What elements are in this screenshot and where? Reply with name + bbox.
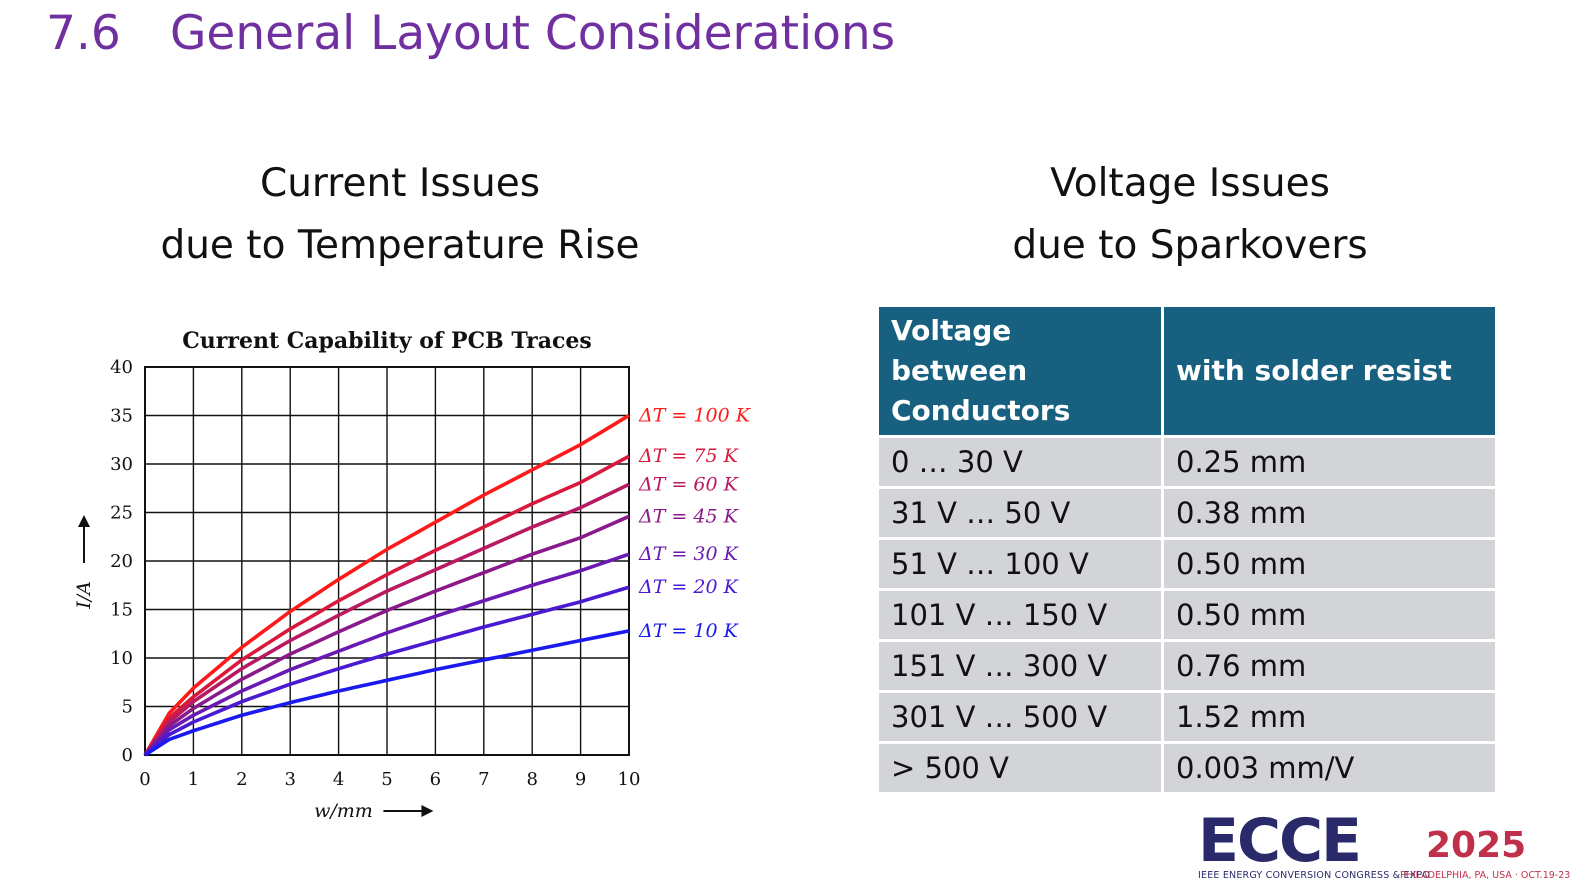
series-line-6 xyxy=(144,629,630,757)
x-tick-label: 1 xyxy=(188,769,199,790)
x-tick-label: 8 xyxy=(526,769,537,790)
series-line-5 xyxy=(143,585,630,757)
series-label-5: ΔT = 20 K xyxy=(638,576,740,598)
y-tick-label: 15 xyxy=(110,600,133,621)
series-label-6: ΔT = 10 K xyxy=(638,620,740,642)
y-tick-label: 0 xyxy=(122,745,133,766)
y-tick-label: 35 xyxy=(110,406,133,427)
clearance-cell: 0.003 mm/V xyxy=(1161,741,1495,792)
y-tick-label: 20 xyxy=(110,551,133,572)
y-tick-label: 10 xyxy=(110,648,133,669)
voltage-heading-line1: Voltage Issues xyxy=(1050,161,1330,206)
ecce-2025-logo: ECCE 2025 IEEE ENERGY CONVERSION CONGRES… xyxy=(1196,806,1570,888)
x-tick-label: 5 xyxy=(381,769,392,790)
table-row: > 500 V 0.003 mm/V xyxy=(879,741,1495,792)
x-tick-label: 3 xyxy=(284,769,295,790)
title-text: General Layout Considerations xyxy=(170,6,896,61)
logo-year: 2025 xyxy=(1426,825,1527,866)
x-tick-label: 6 xyxy=(430,769,441,790)
header-solder-resist: with solder resist xyxy=(1161,307,1495,438)
series-label-4: ΔT = 30 K xyxy=(638,543,740,565)
series-label-2: ΔT = 60 K xyxy=(638,473,740,495)
series-label-3: ΔT = 45 K xyxy=(638,505,740,527)
y-axis-arrow-head xyxy=(78,514,90,527)
voltage-cell: > 500 V xyxy=(879,741,1164,792)
series-line-0 xyxy=(143,413,630,756)
x-tick-label: 2 xyxy=(236,769,247,790)
clearance-cell: 0.38 mm xyxy=(1161,486,1495,540)
table-row: 301 V … 500 V 1.52 mm xyxy=(879,690,1495,744)
x-axis-arrow-head xyxy=(421,805,434,817)
current-capability-chart: Current Capability of PCB Traces 0 1 2 3 4 5 6 7… xyxy=(73,328,752,822)
y-tick-label: 25 xyxy=(110,503,133,524)
table-row: 51 V … 100 V 0.50 mm xyxy=(879,537,1495,591)
voltage-cell: 0 … 30 V xyxy=(879,435,1164,489)
slide-title: 7.6 General Layout Considerations xyxy=(46,6,895,61)
clearance-cell: 0.76 mm xyxy=(1161,639,1495,693)
clearance-cell: 1.52 mm xyxy=(1161,690,1495,744)
section-number: 7.6 xyxy=(46,6,121,61)
x-tick-label: 7 xyxy=(478,769,489,790)
y-tick-label: 5 xyxy=(122,697,133,718)
voltage-cell: 301 V … 500 V xyxy=(879,690,1164,744)
logo-location: PHILADELPHIA, PA, USA · OCT.19-23 xyxy=(1400,870,1571,881)
series-line-3 xyxy=(143,514,630,757)
y-tick-label: 40 xyxy=(110,357,133,378)
current-heading-line2: due to Temperature Rise xyxy=(160,223,640,268)
voltage-cell: 31 V … 50 V xyxy=(879,486,1164,540)
current-issues-heading: Current Issues due to Temperature Rise xyxy=(100,153,700,277)
y-axis-label: I/A xyxy=(73,581,95,610)
table-row: 31 V … 50 V 0.38 mm xyxy=(879,486,1495,540)
voltage-cell: 151 V … 300 V xyxy=(879,639,1164,693)
series-line-4 xyxy=(143,552,630,757)
plot-frame xyxy=(144,366,630,756)
clearance-cell: 0.25 mm xyxy=(1161,435,1495,489)
voltage-heading-line2: due to Sparkovers xyxy=(1012,223,1368,268)
series-line-2 xyxy=(143,482,630,757)
series-label-1: ΔT = 75 K xyxy=(638,445,740,467)
voltage-cell: 101 V … 150 V xyxy=(879,588,1164,642)
series-line-1 xyxy=(143,454,630,756)
x-tick-label: 4 xyxy=(333,769,344,790)
series-label-0: ΔT = 100 K xyxy=(638,405,752,427)
table-row: 151 V … 300 V 0.76 mm xyxy=(879,639,1495,693)
table-row: 101 V … 150 V 0.50 mm xyxy=(879,588,1495,642)
table-row: 0 … 30 V 0.25 mm xyxy=(879,435,1495,489)
logo-brand: ECCE xyxy=(1198,806,1362,876)
x-tick-label: 9 xyxy=(575,769,586,790)
y-tick-label: 30 xyxy=(110,454,133,475)
clearance-table: Voltage between Conductors with solder r… xyxy=(879,307,1495,792)
x-axis-label: w/mm xyxy=(314,800,373,822)
clearance-cell: 0.50 mm xyxy=(1161,537,1495,591)
logo-subtitle: IEEE ENERGY CONVERSION CONGRESS & EXPO xyxy=(1198,870,1431,881)
x-tick-label: 0 xyxy=(139,769,150,790)
table-header-row: Voltage between Conductors with solder r… xyxy=(879,307,1495,438)
voltage-cell: 51 V … 100 V xyxy=(879,537,1164,591)
x-tick-label: 10 xyxy=(618,769,641,790)
chart-title: Current Capability of PCB Traces xyxy=(182,328,591,354)
current-heading-line1: Current Issues xyxy=(259,161,541,206)
header-voltage: Voltage between Conductors xyxy=(879,307,1164,438)
voltage-issues-heading: Voltage Issues due to Sparkovers xyxy=(890,153,1490,277)
clearance-cell: 0.50 mm xyxy=(1161,588,1495,642)
